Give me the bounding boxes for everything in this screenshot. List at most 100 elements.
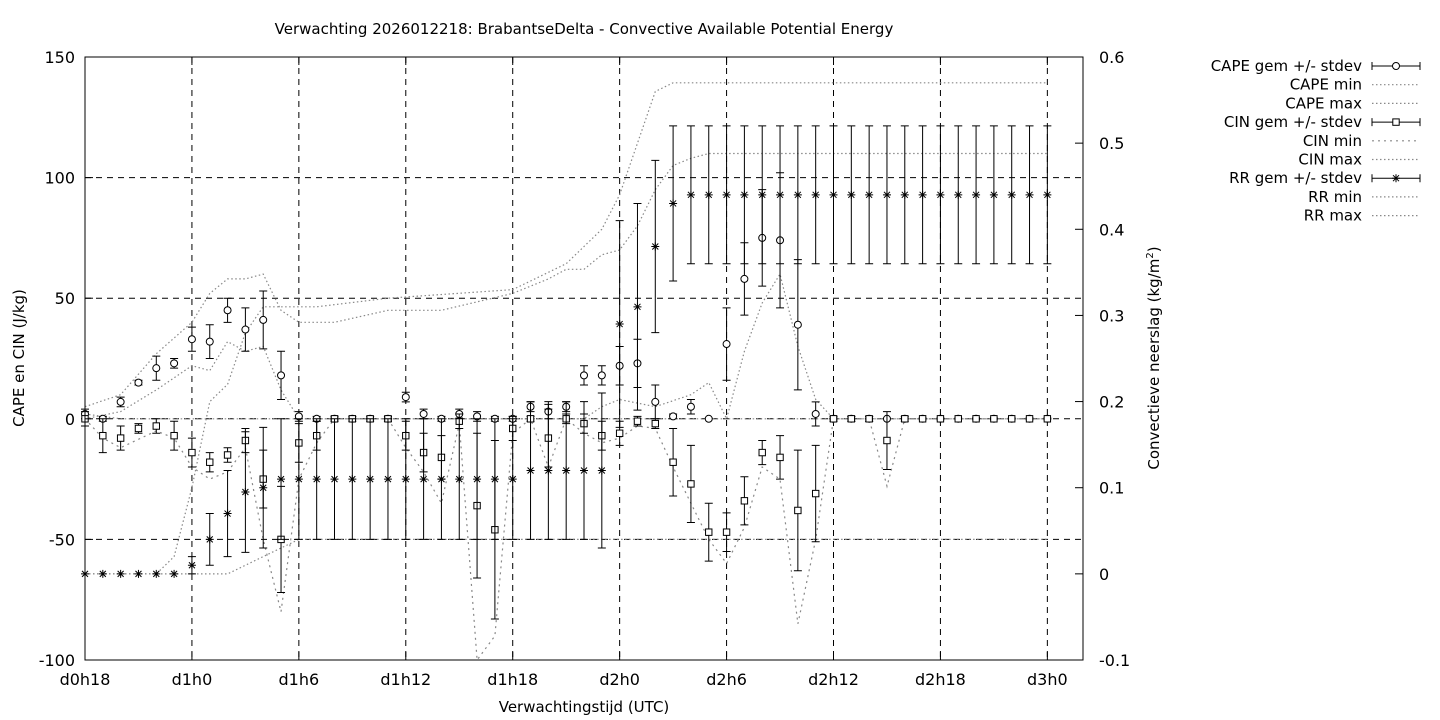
cape-point-29: [597, 371, 606, 380]
cape-point-41: [811, 409, 820, 418]
cape-point-35: [704, 414, 713, 423]
cin-point-2: [116, 434, 125, 442]
x-tick-label-1: d1h0: [172, 670, 213, 689]
cin-point-45: [883, 436, 891, 445]
legend-label-8: RR max: [1304, 207, 1362, 225]
rr-point-43: [847, 190, 856, 199]
cin-point-33: [669, 458, 677, 466]
cin-point-49: [954, 415, 962, 423]
cape-point-37: [740, 274, 749, 283]
cape-point-9: [241, 325, 250, 334]
cin-point-31: [633, 417, 642, 425]
cin-point-7: [206, 458, 214, 466]
y2-tick-label-6: 0: [1099, 565, 1109, 584]
y2-tick-label-0: 0.6: [1099, 48, 1124, 67]
cin-point-32: [651, 419, 659, 428]
cin-point-34: [687, 480, 695, 488]
rr-point-3: [134, 569, 143, 578]
rr-point-36: [722, 190, 731, 199]
rr-point-1: [98, 569, 107, 578]
rr-point-16: [366, 475, 375, 484]
rr-point-38: [758, 190, 767, 199]
cin-point-44: [865, 415, 873, 423]
cin-point-46: [901, 415, 909, 423]
rr-point-27: [562, 466, 571, 475]
rr-point-13: [312, 475, 321, 484]
rr-point-14: [330, 475, 339, 484]
legend-marker-6: [1392, 174, 1400, 183]
legend-marker-3: [1392, 118, 1400, 126]
x-tick-label-8: d2h18: [915, 670, 966, 689]
cape-point-7: [205, 337, 214, 346]
cin-point-6: [188, 448, 196, 457]
rr-point-2: [116, 569, 125, 578]
rr-point-49: [954, 190, 963, 199]
cin-point-50: [972, 415, 980, 423]
rr-point-33: [669, 199, 678, 208]
cin-point-41: [811, 489, 820, 498]
x-tick-label-4: d1h18: [487, 670, 538, 689]
y-tick-label-0: 150: [44, 48, 75, 67]
x-axis-label: Verwachtingstijd (UTC): [499, 698, 670, 716]
rr-point-41: [811, 190, 820, 199]
chart-title: Verwachting 2026012218: BrabantseDelta -…: [275, 20, 894, 38]
y-axis-label: CAPE en CIN (J/kg): [10, 289, 28, 427]
legend-label-5: CIN max: [1298, 151, 1362, 169]
cin-point-4: [152, 422, 160, 430]
rr-point-32: [651, 242, 660, 251]
plot-frame: [84, 56, 1084, 661]
series-cape: [81, 172, 1052, 427]
rr-point-54: [1043, 190, 1052, 199]
rr-point-22: [473, 475, 482, 484]
rr-point-11: [277, 475, 286, 484]
cape-point-19: [419, 409, 428, 418]
rr-point-46: [900, 190, 909, 199]
cape-point-11: [277, 371, 286, 380]
rr-point-52: [1007, 190, 1016, 199]
rr-point-39: [776, 190, 785, 199]
cin-point-53: [1025, 415, 1034, 423]
rr-point-30: [615, 320, 624, 329]
rr-point-37: [740, 190, 749, 199]
envelope-cape-min: [84, 272, 1048, 421]
cape-point-32: [651, 397, 660, 406]
x-tick-label-3: d1h12: [380, 670, 431, 689]
cape-point-33: [669, 412, 678, 421]
legend-label-0: CAPE gem +/- stdev: [1211, 57, 1362, 75]
x-tick-label-0: d0h18: [60, 670, 111, 689]
rr-point-8: [223, 509, 232, 518]
x-tick-label-7: d2h12: [808, 670, 859, 689]
cin-point-48: [936, 415, 945, 423]
legend-label-2: CAPE max: [1285, 94, 1362, 112]
y2-axis-label-main: Convectieve neerslag (kg/m: [1145, 259, 1163, 470]
cin-point-42: [829, 415, 838, 423]
rr-point-24: [508, 475, 517, 484]
rr-point-19: [419, 475, 428, 484]
cin-point-38: [758, 448, 766, 457]
rr-point-6: [187, 561, 196, 570]
data-series: [81, 125, 1052, 620]
cape-point-5: [170, 359, 179, 368]
legend-label-6: RR gem +/- stdev: [1229, 169, 1362, 187]
cape-point-3: [134, 378, 143, 387]
y2-tick-label-1: 0.5: [1099, 134, 1124, 153]
cin-point-47: [918, 415, 927, 423]
rr-point-21: [455, 475, 464, 484]
x-tick-label-6: d2h6: [706, 670, 747, 689]
series-rr: [81, 125, 1052, 578]
rr-point-4: [152, 569, 161, 578]
x-tick-label-2: d1h6: [279, 670, 320, 689]
cin-point-8: [223, 451, 232, 459]
rr-point-34: [686, 190, 695, 199]
x-tick-label-9: d3h0: [1027, 670, 1068, 689]
legend-label-1: CAPE min: [1290, 76, 1362, 94]
cin-point-39: [776, 453, 784, 462]
y2-axis-label: Convectieve neerslag (kg/m2): [1145, 246, 1163, 469]
rr-point-26: [544, 466, 553, 475]
rr-point-18: [401, 475, 410, 484]
y-tick-label-2: 50: [55, 289, 75, 308]
rr-point-48: [936, 190, 945, 199]
rr-point-15: [348, 475, 357, 484]
envelope-cape-max: [84, 152, 1048, 408]
y2-tick-label-4: 0.2: [1099, 393, 1124, 412]
